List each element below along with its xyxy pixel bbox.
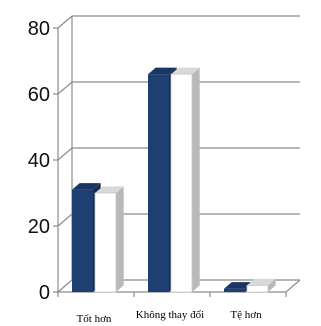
gridline-wall-diagonal <box>57 279 73 293</box>
bar-front <box>246 284 269 293</box>
y-tick-label: 80 <box>28 18 50 40</box>
bar-front <box>224 288 245 292</box>
bar-top <box>148 67 177 75</box>
bar <box>94 186 124 293</box>
gridline-wall-diagonal <box>57 213 73 227</box>
bar-top <box>224 282 253 289</box>
bar-front <box>170 73 193 293</box>
bar <box>170 67 200 293</box>
bar-top <box>247 278 276 286</box>
x-category-label: Tệ hơn <box>230 309 262 321</box>
gridline-wall-diagonal <box>57 15 73 29</box>
gridline-wall-diagonal <box>57 147 73 161</box>
y-tick-label: 0 <box>39 282 50 304</box>
x-category-label: Tốt hơn <box>77 313 112 325</box>
bar-side <box>268 278 276 292</box>
bar-side <box>116 186 124 292</box>
bar-top <box>171 67 200 75</box>
bar-front <box>94 192 117 293</box>
bar-side <box>192 67 200 292</box>
y-tick-label: 40 <box>28 150 50 172</box>
y-axis-ticks: 0 20 40 60 80 <box>28 18 50 304</box>
bar-front <box>148 74 169 292</box>
bar-top <box>72 183 101 190</box>
bars <box>72 67 276 293</box>
y-tick-label: 60 <box>28 84 50 106</box>
floor-edge <box>285 279 301 293</box>
x-category-label: Không thay đổi <box>136 309 204 321</box>
x-axis-categories: Tốt hơn Không thay đổi Tệ hơn <box>77 309 263 325</box>
bar-top <box>95 186 124 193</box>
bar-front <box>72 189 93 292</box>
y-tick-label: 20 <box>28 216 50 238</box>
bar <box>246 278 276 293</box>
gridline-wall-diagonal <box>57 81 73 95</box>
